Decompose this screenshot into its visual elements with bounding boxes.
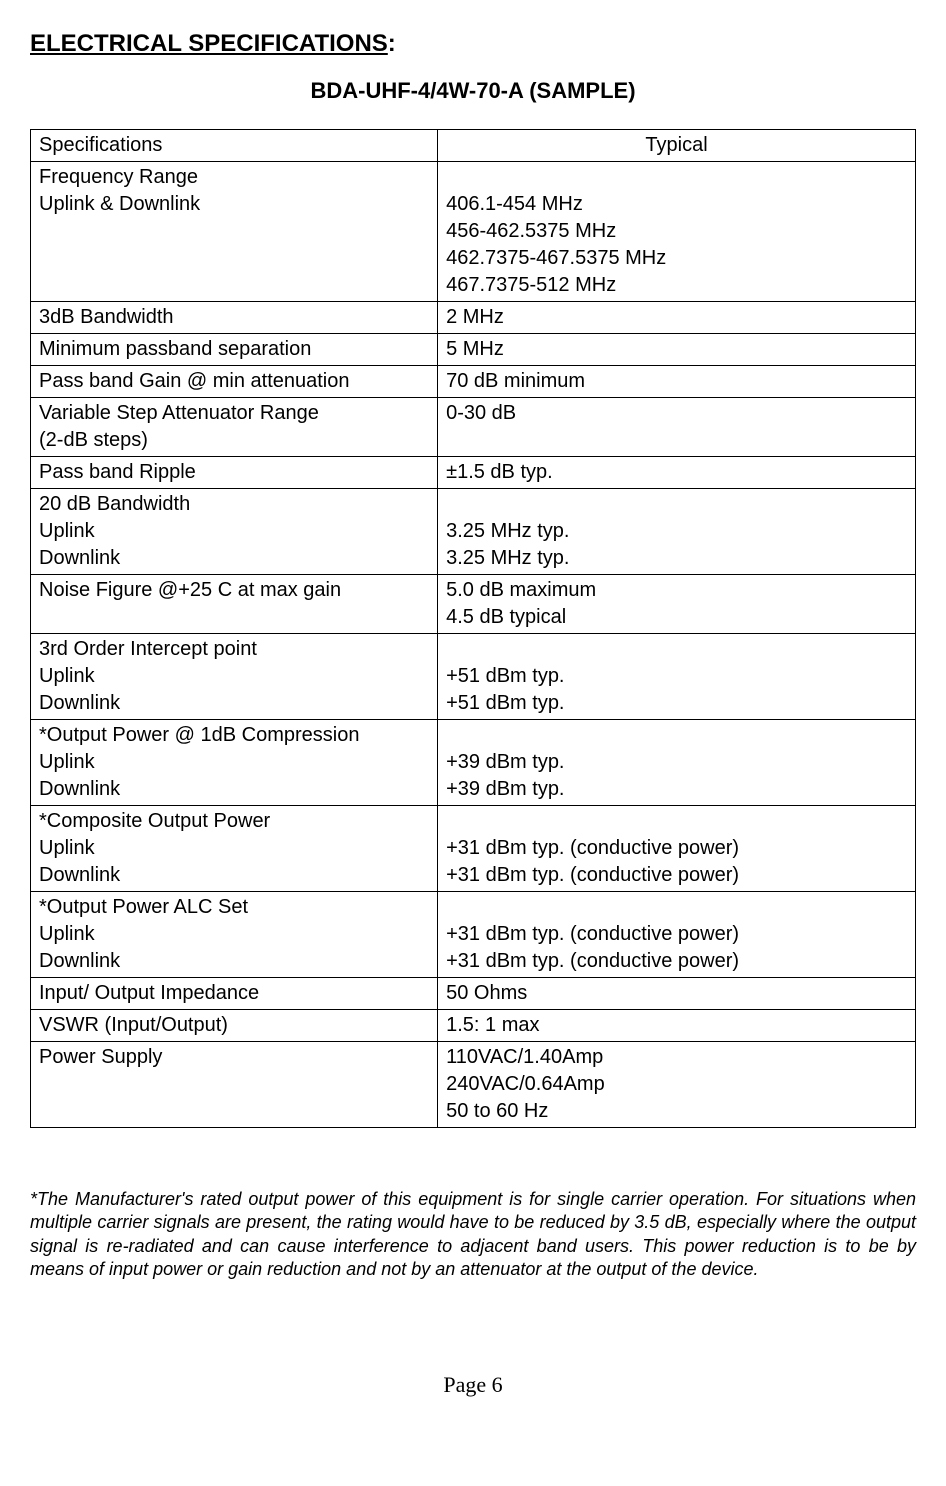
- spec-name-cell: Frequency Range Uplink & Downlink: [31, 162, 438, 302]
- spec-value-cell: 1.5: 1 max: [438, 1010, 916, 1042]
- table-row: Power Supply110VAC/1.40Amp 240VAC/0.64Am…: [31, 1042, 916, 1128]
- spec-value-cell: 0-30 dB: [438, 398, 916, 457]
- spec-value-cell: 50 Ohms: [438, 978, 916, 1010]
- table-row: Minimum passband separation5 MHz: [31, 334, 916, 366]
- spec-value-cell: +39 dBm typ. +39 dBm typ.: [438, 720, 916, 806]
- spec-name-cell: *Composite Output Power Uplink Downlink: [31, 806, 438, 892]
- header-typical: Typical: [438, 130, 916, 162]
- footnote-text: *The Manufacturer's rated output power o…: [30, 1188, 916, 1282]
- table-row: *Composite Output Power Uplink Downlink …: [31, 806, 916, 892]
- spec-name-cell: 20 dB Bandwidth Uplink Downlink: [31, 489, 438, 575]
- spec-value-cell: 406.1-454 MHz 456-462.5375 MHz 462.7375-…: [438, 162, 916, 302]
- table-row: VSWR (Input/Output)1.5: 1 max: [31, 1010, 916, 1042]
- spec-value-cell: 110VAC/1.40Amp 240VAC/0.64Amp 50 to 60 H…: [438, 1042, 916, 1128]
- spec-name-cell: *Output Power ALC Set Uplink Downlink: [31, 892, 438, 978]
- model-subtitle: BDA-UHF-4/4W-70-A (SAMPLE): [30, 78, 916, 104]
- spec-name-cell: Pass band Ripple: [31, 457, 438, 489]
- page-title: ELECTRICAL SPECIFICATIONS:: [30, 30, 916, 58]
- table-row: Frequency Range Uplink & Downlink 406.1-…: [31, 162, 916, 302]
- spec-value-cell: +31 dBm typ. (conductive power) +31 dBm …: [438, 806, 916, 892]
- table-row: *Output Power @ 1dB Compression Uplink D…: [31, 720, 916, 806]
- spec-value-cell: 70 dB minimum: [438, 366, 916, 398]
- spec-name-cell: 3rd Order Intercept point Uplink Downlin…: [31, 634, 438, 720]
- table-row: Variable Step Attenuator Range (2-dB ste…: [31, 398, 916, 457]
- table-header-row: Specifications Typical: [31, 130, 916, 162]
- spec-name-cell: 3dB Bandwidth: [31, 302, 438, 334]
- spec-value-cell: 5.0 dB maximum 4.5 dB typical: [438, 575, 916, 634]
- spec-value-cell: 5 MHz: [438, 334, 916, 366]
- page-number: Page 6: [30, 1372, 916, 1398]
- heading-text: ELECTRICAL SPECIFICATIONS: [30, 30, 388, 57]
- header-specifications: Specifications: [31, 130, 438, 162]
- spec-name-cell: VSWR (Input/Output): [31, 1010, 438, 1042]
- table-row: 3dB Bandwidth2 MHz: [31, 302, 916, 334]
- spec-name-cell: *Output Power @ 1dB Compression Uplink D…: [31, 720, 438, 806]
- table-row: Pass band Gain @ min attenuation70 dB mi…: [31, 366, 916, 398]
- spec-name-cell: Noise Figure @+25 C at max gain: [31, 575, 438, 634]
- spec-value-cell: ±1.5 dB typ.: [438, 457, 916, 489]
- table-row: 3rd Order Intercept point Uplink Downlin…: [31, 634, 916, 720]
- table-row: Noise Figure @+25 C at max gain5.0 dB ma…: [31, 575, 916, 634]
- spec-name-cell: Minimum passband separation: [31, 334, 438, 366]
- spec-name-cell: Pass band Gain @ min attenuation: [31, 366, 438, 398]
- table-row: Pass band Ripple±1.5 dB typ.: [31, 457, 916, 489]
- table-row: Input/ Output Impedance50 Ohms: [31, 978, 916, 1010]
- heading-colon: :: [388, 30, 396, 58]
- table-row: *Output Power ALC Set Uplink Downlink +3…: [31, 892, 916, 978]
- specifications-table: Specifications Typical Frequency Range U…: [30, 129, 916, 1128]
- spec-name-cell: Power Supply: [31, 1042, 438, 1128]
- spec-value-cell: +31 dBm typ. (conductive power) +31 dBm …: [438, 892, 916, 978]
- spec-value-cell: 3.25 MHz typ. 3.25 MHz typ.: [438, 489, 916, 575]
- spec-value-cell: +51 dBm typ. +51 dBm typ.: [438, 634, 916, 720]
- table-row: 20 dB Bandwidth Uplink Downlink 3.25 MHz…: [31, 489, 916, 575]
- spec-name-cell: Input/ Output Impedance: [31, 978, 438, 1010]
- spec-name-cell: Variable Step Attenuator Range (2-dB ste…: [31, 398, 438, 457]
- spec-value-cell: 2 MHz: [438, 302, 916, 334]
